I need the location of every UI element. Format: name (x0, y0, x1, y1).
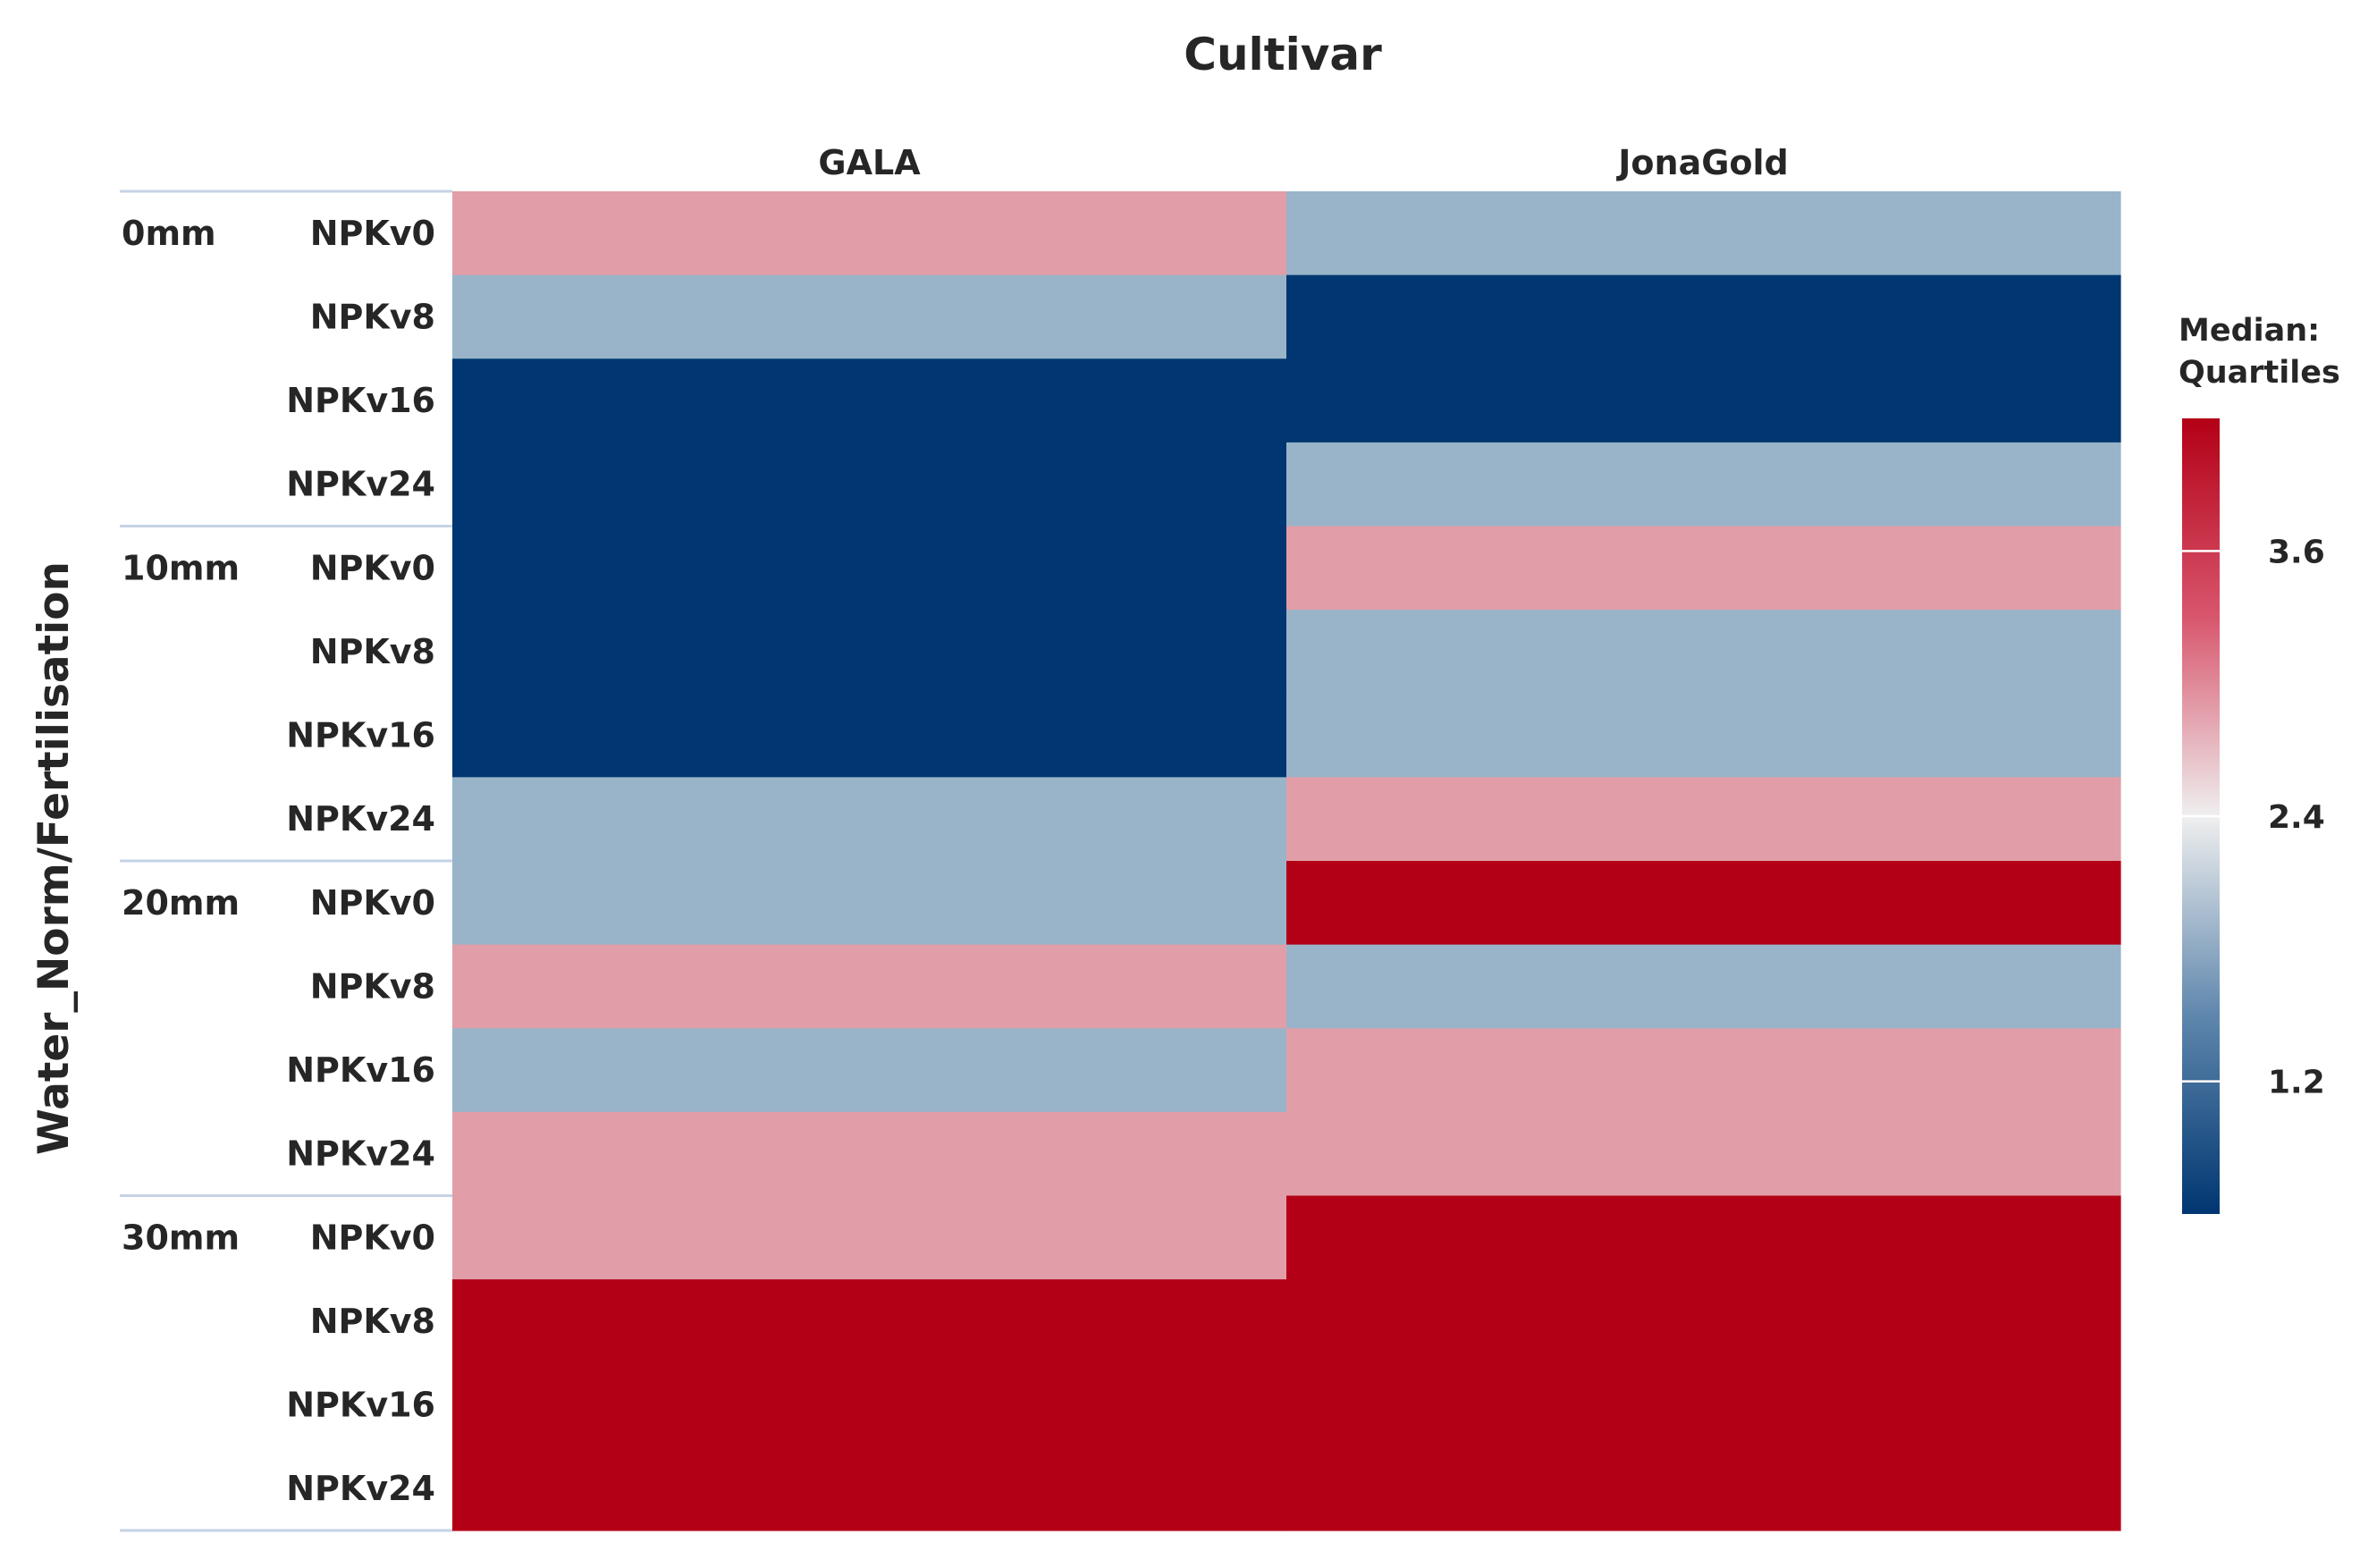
legend-title-line-1: Median: (2179, 313, 2320, 349)
column-label: GALA (818, 143, 921, 182)
row-label: NPKv16 (286, 1386, 435, 1425)
row-axis-title: Water_Norm/Fertilisation (30, 561, 79, 1155)
heatmap-cell (1286, 274, 2121, 359)
heatmap-cell (452, 191, 1287, 276)
heatmap-cell (452, 1446, 1287, 1531)
row-group-dividers (120, 190, 452, 1532)
legend-tick-label: 1.2 (2268, 1065, 2325, 1101)
heatmap-cell (1286, 1446, 2121, 1531)
heatmap-cell (452, 693, 1287, 778)
heatmap-cell (1286, 442, 2121, 527)
row-group-label: 30mm (122, 1218, 240, 1257)
legend-tick-label: 2.4 (2268, 799, 2325, 836)
heatmap-cell (1286, 777, 2121, 862)
heatmap-cell (1286, 358, 2121, 443)
heatmap-cell (452, 358, 1287, 443)
row-label: NPKv0 (310, 548, 435, 587)
heatmap-cell (452, 944, 1287, 1029)
column-label: JonaGold (1615, 143, 1788, 182)
heatmap-cell (452, 1195, 1287, 1280)
column-axis-title: Cultivar (1184, 29, 1382, 80)
row-label: NPKv24 (286, 1469, 435, 1508)
heatmap-cell (1286, 526, 2121, 611)
heatmap-cell (1286, 610, 2121, 695)
legend-tick-label: 3.6 (2268, 534, 2325, 570)
heatmap-cell (1286, 1279, 2121, 1364)
heatmap-cell (1286, 1362, 2121, 1447)
heatmap-cell (1286, 944, 2121, 1029)
color-legend: Median: Quartiles 3.6 2.4 1.2 (2179, 313, 2340, 1214)
row-label: NPKv8 (310, 297, 435, 336)
heatmap-cell (1286, 861, 2121, 946)
heatmap-cell (1286, 1111, 2121, 1197)
row-label: NPKv8 (310, 1302, 435, 1341)
heatmap-cell (452, 442, 1287, 527)
legend-title-line-2: Quartiles (2179, 355, 2340, 391)
row-group-label: 10mm (122, 548, 240, 587)
row-group-label: 0mm (122, 214, 216, 253)
legend-ticks: 3.6 2.4 1.2 (2182, 534, 2325, 1101)
column-labels: GALA JonaGold (818, 143, 1788, 182)
row-label: NPKv0 (310, 214, 435, 253)
heatmap-cell (452, 1028, 1287, 1113)
row-label: NPKv24 (286, 465, 435, 504)
row-label: NPKv16 (286, 716, 435, 755)
heatmap-cell (452, 777, 1287, 862)
row-group-label: 20mm (122, 883, 240, 923)
heatmap-cell (452, 610, 1287, 695)
row-labels: NPKv0 NPKv8 NPKv16 NPKv24 NPKv0 NPKv8 NPKv16 NP… (286, 214, 435, 1508)
row-group-labels: 0mm 10mm 20mm 30mm (122, 214, 240, 1258)
row-label: NPKv16 (286, 381, 435, 420)
heatmap-cell (452, 1279, 1287, 1364)
heatmap-cell (1286, 1195, 2121, 1280)
row-label: NPKv16 (286, 1050, 435, 1090)
heatmap-cell (1286, 1028, 2121, 1113)
row-label: NPKv8 (310, 966, 435, 1006)
heatmap-cell (452, 526, 1287, 611)
heatmap-cell (452, 1111, 1287, 1197)
heatmap-cell (1286, 693, 2121, 778)
row-label: NPKv0 (310, 1218, 435, 1257)
heatmap-cell (452, 274, 1287, 359)
row-label: NPKv0 (310, 883, 435, 923)
heatmap-cells (452, 191, 2121, 1531)
heatmap-cell (452, 1362, 1287, 1447)
heatmap-cell (1286, 191, 2121, 276)
row-label: NPKv24 (286, 799, 435, 839)
row-label: NPKv24 (286, 1134, 435, 1174)
heatmap-cell (452, 861, 1287, 946)
row-label: NPKv8 (310, 632, 435, 671)
